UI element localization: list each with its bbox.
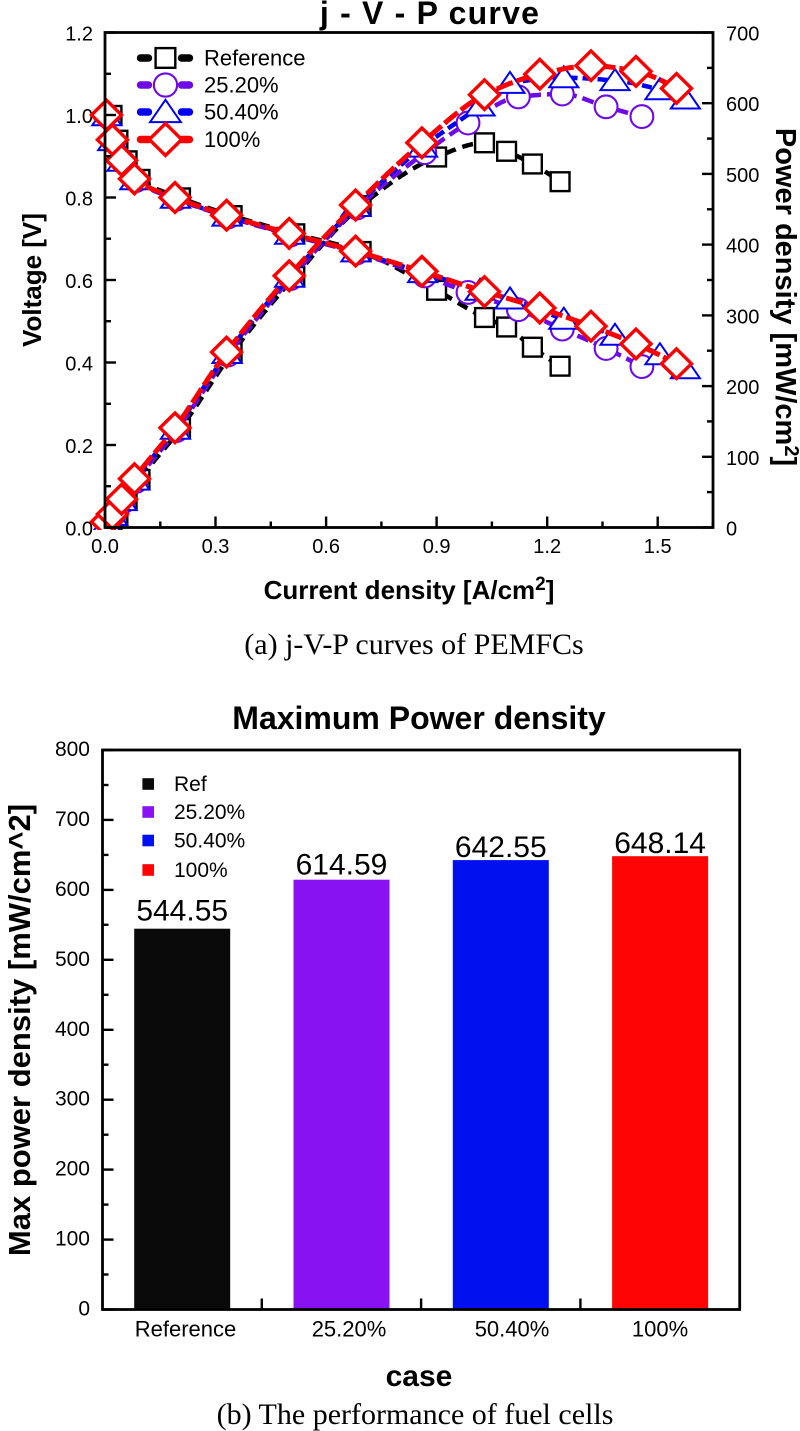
svg-text:100%: 100% [204,127,260,152]
svg-text:100: 100 [726,448,759,470]
svg-text:j - V - P curve: j - V - P curve [319,0,540,31]
svg-text:50.40%: 50.40% [174,830,245,853]
svg-text:0.6: 0.6 [65,271,93,293]
svg-text:Maximum Power density: Maximum Power density [232,700,606,736]
svg-text:25.20%: 25.20% [312,1317,387,1342]
svg-text:case: case [386,1360,453,1393]
svg-text:0.0: 0.0 [91,536,119,558]
svg-text:1.2: 1.2 [65,24,93,46]
svg-text:Current density [A/cm2]: Current density [A/cm2] [264,574,555,605]
svg-text:614.59: 614.59 [296,849,388,882]
svg-text:100: 100 [55,1228,90,1251]
svg-text:Voltage [V]: Voltage [V] [17,213,47,347]
svg-text:648.14: 648.14 [614,827,706,860]
svg-text:200: 200 [55,1158,90,1181]
svg-text:400: 400 [55,1018,90,1041]
svg-text:700: 700 [55,808,90,831]
svg-text:25.20%: 25.20% [204,73,279,98]
svg-text:Reference: Reference [135,1317,237,1342]
svg-text:700: 700 [726,24,759,46]
svg-text:600: 600 [55,878,90,901]
svg-text:600: 600 [726,94,759,116]
svg-text:(b) The performance of fuel ce: (b) The performance of fuel cells [217,1398,614,1431]
svg-text:1.2: 1.2 [533,536,561,558]
svg-text:50.40%: 50.40% [475,1317,550,1342]
svg-text:100%: 100% [632,1317,688,1342]
svg-text:1.0: 1.0 [65,106,93,128]
svg-text:100%: 100% [174,859,228,882]
svg-text:500: 500 [55,948,90,971]
svg-text:200: 200 [726,377,759,399]
svg-text:0.3: 0.3 [202,536,230,558]
svg-text:642.55: 642.55 [455,831,547,864]
svg-text:Reference: Reference [204,46,306,71]
svg-text:0.4: 0.4 [65,354,93,376]
svg-text:500: 500 [726,165,759,187]
svg-text:Max power density [mW/cm^2]: Max power density [mW/cm^2] [2,804,37,1256]
svg-text:0.0: 0.0 [65,519,93,541]
svg-text:Ref: Ref [174,773,207,796]
svg-text:(a) j-V-P curves of PEMFCs: (a) j-V-P curves of PEMFCs [244,628,583,661]
svg-text:400: 400 [726,236,759,258]
svg-text:0.8: 0.8 [65,189,93,211]
svg-text:50.40%: 50.40% [204,100,279,125]
svg-text:0.6: 0.6 [312,536,340,558]
svg-text:Power density [mW/cm2]: Power density [mW/cm2] [769,128,800,466]
svg-text:0: 0 [78,1298,90,1321]
svg-text:300: 300 [726,306,759,328]
svg-text:0.2: 0.2 [65,436,93,458]
svg-text:1.5: 1.5 [644,536,672,558]
svg-text:544.55: 544.55 [136,895,228,928]
svg-text:300: 300 [55,1088,90,1111]
svg-text:0: 0 [726,519,737,541]
svg-text:25.20%: 25.20% [174,801,245,824]
svg-text:0.9: 0.9 [423,536,451,558]
svg-text:800: 800 [55,738,90,761]
